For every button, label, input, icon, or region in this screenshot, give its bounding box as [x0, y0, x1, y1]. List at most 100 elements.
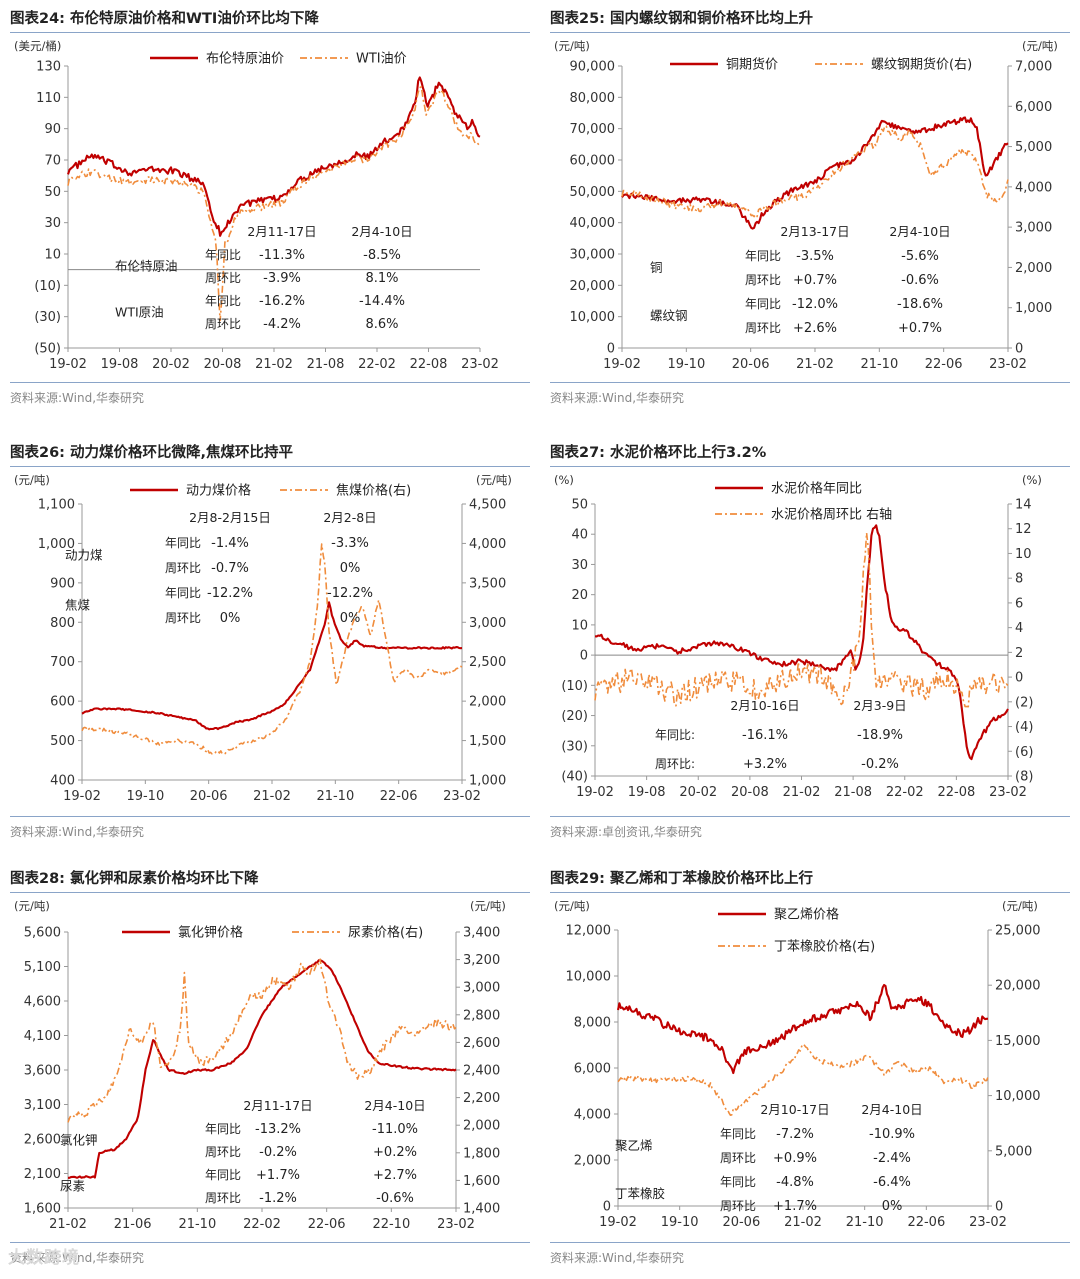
- panel-title-number: 图表25:: [550, 11, 605, 27]
- y-tick-label-right: 2,800: [463, 1008, 500, 1023]
- panel-title-text: 氯化钾和尿素价格均环比下降: [70, 871, 259, 887]
- table-value-col1: -11.3%: [259, 248, 305, 263]
- y-tick-label-right: 2,400: [463, 1064, 500, 1079]
- table-metric-label: 年同比: [165, 586, 201, 600]
- panel-title: 图表29: 聚乙烯和丁苯橡胶价格环比上行: [550, 866, 1070, 893]
- series-line-primary: [616, 983, 989, 1075]
- y-tick-label-left: 30: [44, 216, 61, 231]
- source-note: 资料来源:Wind,华泰研究: [550, 382, 1070, 406]
- y-tick-label-left: 10,000: [566, 970, 612, 985]
- line-chart-svg: (元/吨) (元/吨) 90,000 80,000 70,000 60,000 50,000…: [554, 39, 1058, 372]
- y-tick-label-right: (4): [1015, 720, 1033, 735]
- x-tick-label: 21-02: [783, 785, 821, 800]
- x-tick-label: 22-10: [372, 1217, 410, 1232]
- table-group-label: 氯化钾: [60, 1133, 98, 1148]
- x-tick-label: 23-02: [437, 1217, 475, 1232]
- table-value-col2: 0%: [340, 561, 361, 576]
- table-value-col1: 0%: [220, 611, 241, 626]
- y-tick-label-right: 2,000: [1015, 261, 1052, 276]
- legend-label: 尿素价格(右): [348, 925, 423, 941]
- legend-label: 丁苯橡胶价格(右): [774, 939, 875, 955]
- x-tick-label: 21-08: [307, 357, 345, 372]
- table-metric-label: 年同比: [205, 1122, 241, 1136]
- table-value-col1: +3.2%: [743, 757, 787, 772]
- x-tick-label: 19-10: [667, 357, 705, 372]
- series-line-secondary: [67, 958, 457, 1123]
- line-chart-svg: (%) (%)50403020100(10)(20)(30)(40)1412108…: [554, 473, 1042, 800]
- y-tick-label-right: 1,400: [463, 1202, 500, 1217]
- source-note: 资料来源:卓创资讯,华泰研究: [550, 816, 1070, 840]
- y-axis-unit-left: (美元/桶): [14, 39, 61, 53]
- x-tick-label: 21-08: [834, 785, 872, 800]
- y-tick-label-right: 1,000: [469, 774, 506, 789]
- legend-label: 铜期货价: [726, 57, 778, 73]
- x-tick-label: 19-10: [126, 789, 164, 804]
- y-tick-label-left: 4,000: [574, 1108, 611, 1123]
- y-tick-label-right: 3,000: [469, 616, 506, 631]
- y-tick-label-left: 4,100: [24, 1029, 61, 1044]
- table-value-col1: -4.8%: [776, 1175, 814, 1190]
- table-metric-label: 周环比:: [655, 757, 695, 771]
- x-tick-label: 21-02: [255, 357, 293, 372]
- y-tick-label-right: 6,000: [1015, 100, 1052, 115]
- table-group-label: 聚乙烯: [615, 1138, 653, 1153]
- y-tick-label-left: 90,000: [570, 60, 616, 75]
- table-metric-label: 周环比: [205, 317, 241, 331]
- panel-title-number: 图表26:: [10, 445, 65, 461]
- table-col2-header: 2月2-8日: [323, 510, 376, 525]
- y-tick-label-left: (20): [561, 709, 588, 724]
- y-tick-label-left: 20: [571, 588, 588, 603]
- x-tick-label: 19-10: [661, 1215, 699, 1230]
- y-tick-label-left: 90: [44, 122, 61, 137]
- series-line-primary: [594, 524, 1009, 761]
- y-tick-label-right: 5,000: [1015, 140, 1052, 155]
- y-tick-label-right: 6: [1015, 596, 1023, 611]
- table-metric-label: 年同比: [745, 249, 781, 263]
- y-tick-label-right: 10,000: [995, 1089, 1041, 1104]
- table-metric-label: 年同比: [205, 1168, 241, 1182]
- table-value-col1: -0.2%: [259, 1145, 297, 1160]
- y-axis-unit-left: (元/吨): [554, 899, 590, 913]
- x-tick-label: 21-02: [253, 789, 291, 804]
- table-group-label: 布伦特原油: [115, 259, 178, 274]
- table-value-col1: -7.2%: [776, 1127, 814, 1142]
- x-tick-label: 21-02: [784, 1215, 822, 1230]
- table-value-col2: -0.2%: [861, 757, 899, 772]
- x-tick-label: 21-10: [860, 357, 898, 372]
- table-metric-label: 年同比:: [655, 728, 695, 742]
- x-tick-label: 21-10: [316, 789, 354, 804]
- x-tick-label: 22-06: [907, 1215, 945, 1230]
- y-tick-label-left: (40): [561, 770, 588, 785]
- table-col1-header: 2月8-2月15日: [189, 510, 271, 525]
- table-group-label: 螺纹钢: [650, 308, 688, 323]
- table-value-col1: -3.5%: [796, 249, 834, 264]
- table-value-col1: +2.6%: [793, 321, 837, 336]
- x-tick-label: 20-06: [190, 789, 228, 804]
- table-value-col1: -1.2%: [259, 1191, 297, 1206]
- table-col2-header: 2月4-10日: [861, 1102, 922, 1117]
- table-col2-header: 2月4-10日: [364, 1098, 425, 1113]
- y-tick-label-right: (2): [1015, 695, 1033, 710]
- y-tick-label-right: 2,200: [463, 1091, 500, 1106]
- x-tick-label: 19-02: [599, 1215, 637, 1230]
- table-col1-header: 2月11-17日: [243, 1098, 312, 1113]
- chart-panel-p27: 图表27: 水泥价格环比上行3.2% (%) (%) 50 40 30 20 10 0 (10)…: [550, 440, 1070, 850]
- y-tick-label-left: 10,000: [570, 310, 616, 325]
- y-tick-label-right: 1,600: [463, 1174, 500, 1189]
- source-note: 资料来源:Wind,华泰研究: [10, 816, 530, 840]
- y-tick-label-left: 2,600: [24, 1133, 61, 1148]
- y-tick-label-right: 1,500: [469, 734, 506, 749]
- chart-panel-p25: 图表25: 国内螺纹钢和铜价格环比均上升 (元/吨) (元/吨) 90,000 80,…: [550, 6, 1070, 416]
- y-tick-label-right: 25,000: [995, 924, 1041, 939]
- table-group-label: 铜: [650, 260, 663, 275]
- y-tick-label-left: 130: [36, 60, 61, 75]
- x-tick-label: 21-10: [846, 1215, 884, 1230]
- table-value-col1: -16.1%: [742, 728, 788, 743]
- x-tick-label: 19-08: [628, 785, 666, 800]
- y-tick-label-right: 2,600: [463, 1036, 500, 1051]
- panel-title: 图表28: 氯化钾和尿素价格均环比下降: [10, 866, 530, 893]
- y-tick-label-left: 50: [44, 185, 61, 200]
- table-value-col1: -13.2%: [255, 1122, 301, 1137]
- x-tick-label: 22-06: [925, 357, 963, 372]
- legend-label: 水泥价格年同比: [771, 481, 862, 497]
